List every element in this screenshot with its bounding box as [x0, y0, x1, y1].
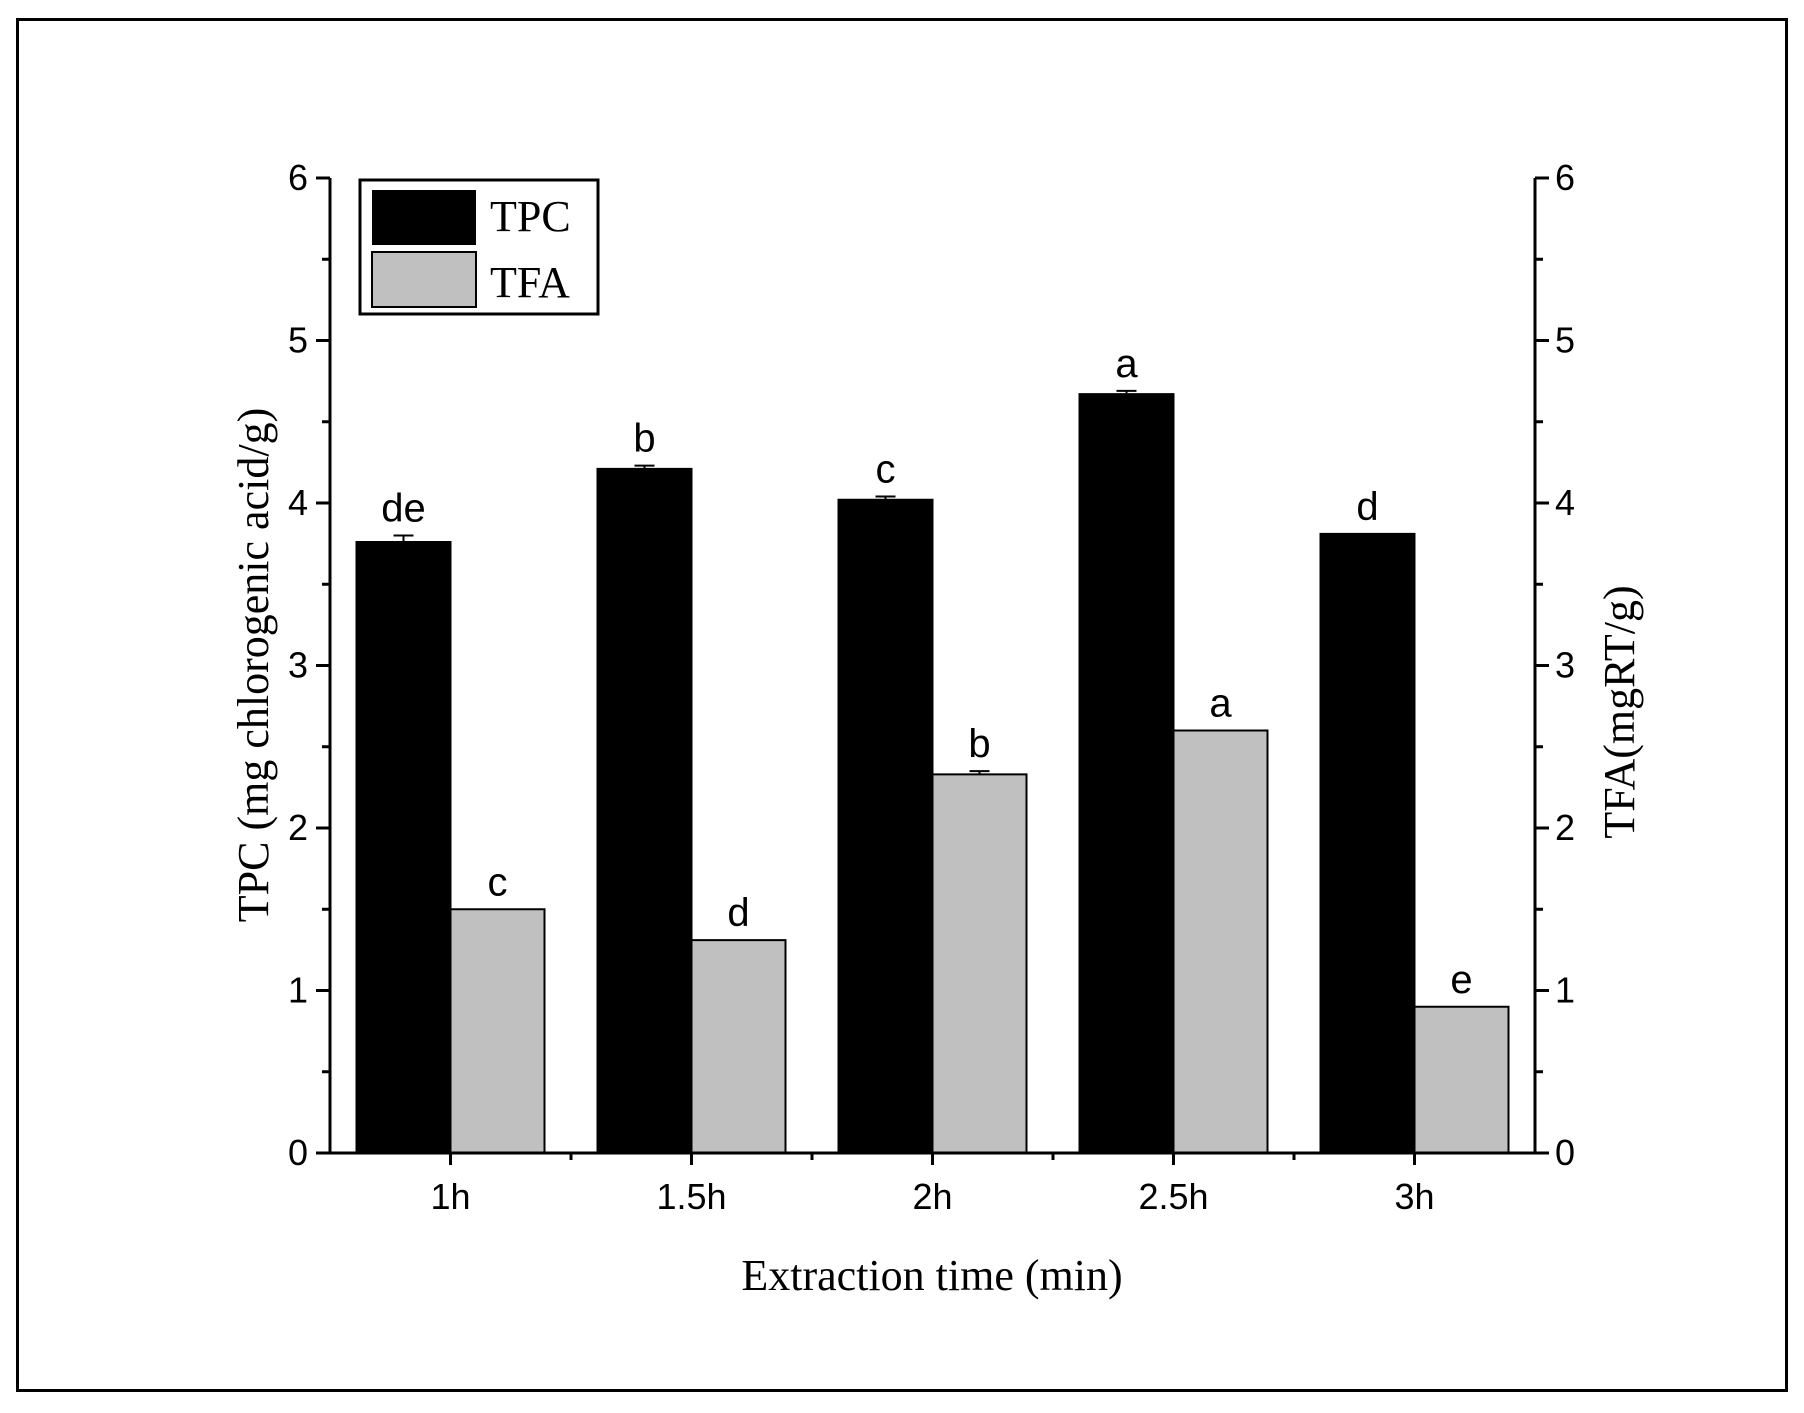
- legend-label-tfa: TFA: [490, 258, 570, 307]
- legend-swatch-tpc: [372, 190, 476, 245]
- significance-label: b: [633, 417, 655, 461]
- bar-tfa-2h: [931, 773, 1028, 1154]
- y-right-tick-label: 1: [1555, 970, 1575, 1011]
- bar-tfa-3h: [1413, 1005, 1510, 1154]
- y-axis-right-title: TFA(mgRT/g): [1595, 585, 1644, 838]
- y-right-tick-label: 6: [1555, 157, 1575, 198]
- bar-tpc-1-5h: [596, 467, 693, 1154]
- legend-label-tpc: TPC: [490, 192, 571, 241]
- y-left-tick-label: 1: [288, 970, 308, 1011]
- significance-label: d: [727, 891, 749, 935]
- y-right-tick-label: 4: [1555, 482, 1575, 523]
- significance-label: de: [381, 487, 426, 531]
- significance-label: d: [1356, 485, 1378, 529]
- significance-label: c: [876, 448, 896, 492]
- x-tick-label: 3h: [1394, 1176, 1434, 1217]
- y-right-tick-label: 5: [1555, 320, 1575, 361]
- y-right-tick-label: 0: [1555, 1132, 1575, 1173]
- bar-tpc-2-5h: [1078, 393, 1175, 1154]
- y-axis-left-title: TPC (mg chlorogenic acid/g): [229, 408, 278, 922]
- x-tick-label: 1h: [430, 1176, 470, 1217]
- bar-tpc-3h: [1319, 532, 1416, 1154]
- bar-tfa-1h: [449, 908, 546, 1154]
- x-tick-label: 2.5h: [1138, 1176, 1208, 1217]
- bar-tpc-2h: [837, 498, 934, 1154]
- x-tick-label: 2h: [912, 1176, 952, 1217]
- y-right-tick-label: 2: [1555, 807, 1575, 848]
- legend-swatch-tfa: [371, 251, 477, 308]
- ticks-layer: 0 1 2 3 4 5 6 0 1 2 3 4 5 6 1h 1.5h 2h 2.5h 3h: [288, 157, 1575, 1217]
- y-left-tick-label: 6: [288, 157, 308, 198]
- y-left-tick-label: 4: [288, 482, 308, 523]
- y-left-tick-label: 2: [288, 807, 308, 848]
- y-left-tick-label: 0: [288, 1132, 308, 1173]
- significance-label: b: [968, 722, 990, 766]
- legend: TPC TFA: [358, 178, 600, 316]
- bar-tpc-1h: [355, 541, 452, 1154]
- x-axis-title: Extraction time (min): [741, 1251, 1122, 1300]
- y-right-tick-label: 3: [1555, 645, 1575, 686]
- y-left-tick-label: 5: [288, 320, 308, 361]
- significance-label: a: [1115, 342, 1138, 386]
- significance-label: e: [1450, 958, 1472, 1002]
- bar-tfa-2-5h: [1172, 729, 1269, 1154]
- x-tick-label: 1.5h: [656, 1176, 726, 1217]
- bar-tfa-1-5h: [690, 939, 787, 1154]
- y-left-tick-label: 3: [288, 645, 308, 686]
- significance-label: a: [1209, 682, 1232, 726]
- significance-label: c: [488, 860, 508, 904]
